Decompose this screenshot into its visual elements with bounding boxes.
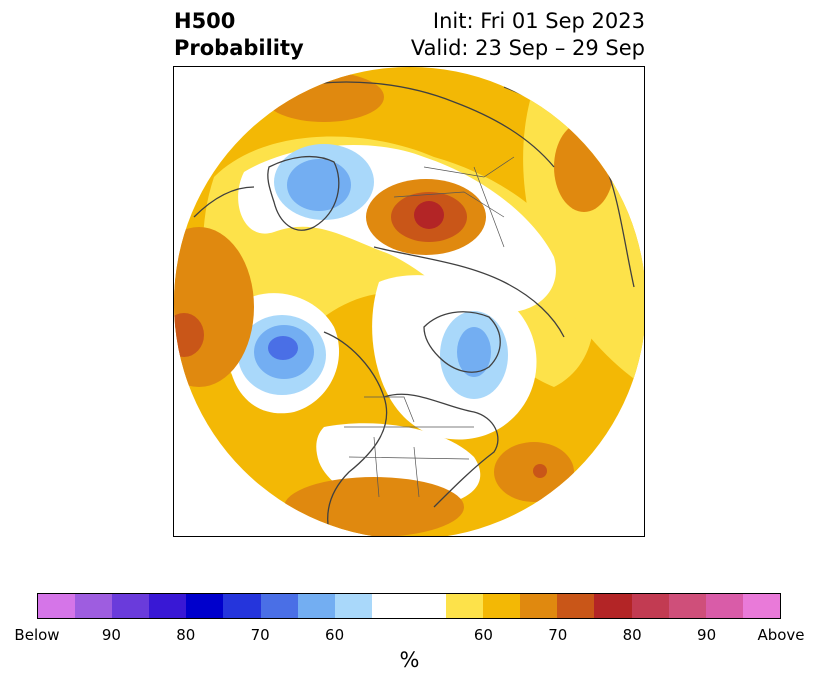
colorbar-cell <box>520 594 558 618</box>
title-product: Probability <box>174 36 304 60</box>
colorbar-tick-label: 70 <box>548 626 568 644</box>
colorbar-cell <box>75 594 113 618</box>
above-70-area-nw <box>264 72 384 122</box>
colorbar-cell <box>371 594 409 618</box>
colorbar-tick-label: 60 <box>473 626 493 644</box>
above-70-area-south <box>284 477 464 536</box>
colorbar-tick-label: Above <box>757 626 805 644</box>
coastlines <box>193 81 635 533</box>
colorbar-labels: Below 90 80 70 60 60 70 80 90 Above <box>14 626 804 646</box>
colorbar-cell <box>112 594 150 618</box>
above-90-area-atlantic <box>533 464 547 478</box>
above-70-area-northeast <box>554 122 614 212</box>
colorbar-cell <box>631 594 669 618</box>
colorbar-cell <box>260 594 298 618</box>
borders <box>344 156 515 498</box>
below-70-area-greenland <box>457 327 491 377</box>
colorbar-tick-label: 70 <box>250 626 270 644</box>
init-date: Init: Fri 01 Sep 2023 <box>432 9 645 33</box>
above-70-area-pacific <box>174 227 254 387</box>
below-70-area-north <box>287 159 351 211</box>
colorbar-tick-label: 90 <box>697 626 717 644</box>
colorbar-cell <box>186 594 224 618</box>
above-90-area-siberia <box>414 201 444 229</box>
colorbar <box>37 593 781 619</box>
colorbar-cell <box>594 594 632 618</box>
colorbar-tick-label: 60 <box>325 626 345 644</box>
colorbar-cell <box>446 594 484 618</box>
map-date-info: Init: Fri 01 Sep 2023 Valid: 23 Sep – 29… <box>411 8 645 62</box>
colorbar-cell <box>297 594 335 618</box>
colorbar-cell <box>408 594 447 618</box>
below-80-area-west <box>268 336 298 360</box>
colorbar-cell <box>38 594 76 618</box>
colorbar-tick-label: 90 <box>101 626 121 644</box>
colorbar-cell <box>334 594 372 618</box>
title-variable: H500 <box>174 9 236 33</box>
colorbar-cell <box>705 594 743 618</box>
colorbar-cell <box>483 594 521 618</box>
colorbar-cell <box>149 594 187 618</box>
colorbar-cell <box>668 594 706 618</box>
colorbar-cell <box>742 594 780 618</box>
colorbar-cell <box>557 594 595 618</box>
above-80-area-pacific <box>174 313 204 357</box>
polar-map <box>173 66 645 537</box>
colorbar-tick-label: Below <box>14 626 60 644</box>
colorbar-unit: % <box>399 648 420 672</box>
map-title: H500 Probability <box>174 8 304 62</box>
valid-range: Valid: 23 Sep – 29 Sep <box>410 36 645 60</box>
colorbar-tick-label: 80 <box>176 626 196 644</box>
colorbar-cell <box>223 594 261 618</box>
colorbar-tick-label: 80 <box>622 626 642 644</box>
